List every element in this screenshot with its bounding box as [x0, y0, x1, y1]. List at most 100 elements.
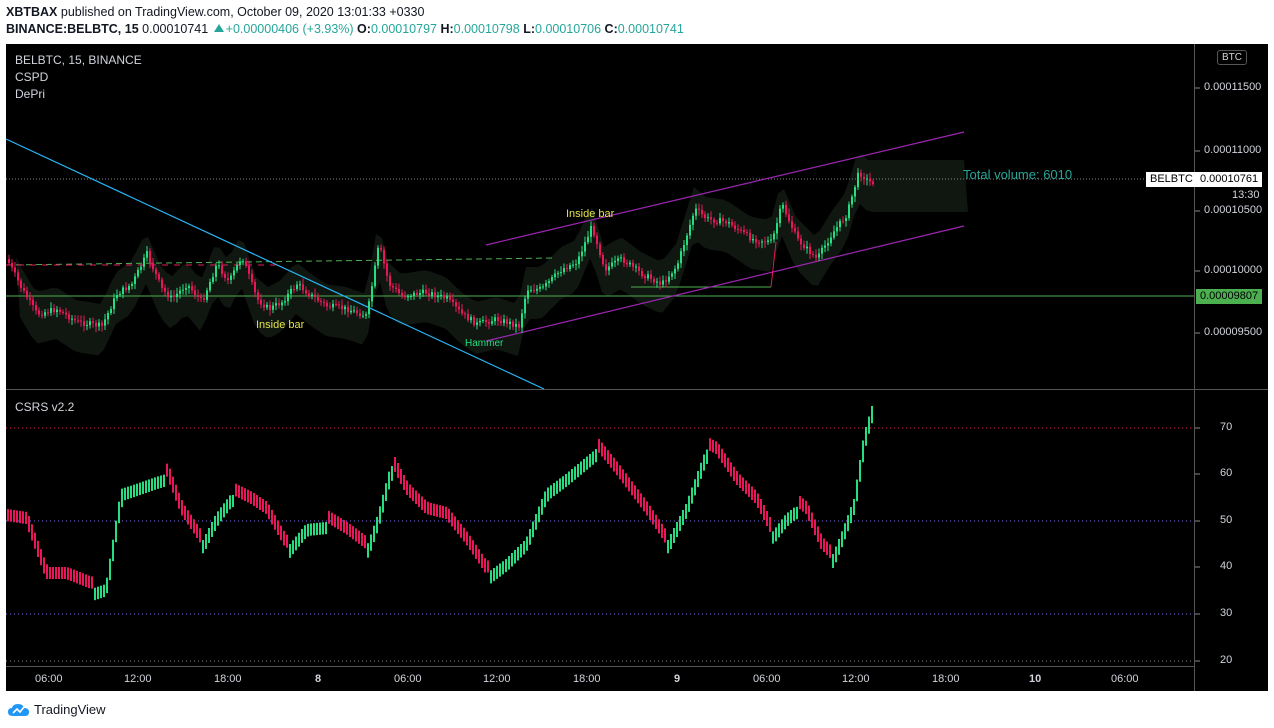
candle-body — [452, 299, 454, 303]
candle-body — [314, 294, 316, 298]
candle-body — [854, 187, 856, 197]
candle-body — [155, 269, 157, 275]
candle-body — [257, 292, 259, 300]
candle-body — [221, 265, 223, 274]
candle-body — [446, 296, 448, 299]
candle-body — [422, 289, 424, 294]
high-value: 0.00010798 — [453, 22, 520, 36]
candle-body — [194, 290, 196, 296]
candle-body — [644, 276, 646, 279]
inside-bar-label: Inside bar — [566, 208, 615, 220]
channel-lower-line[interactable] — [485, 225, 965, 342]
candle-body — [599, 244, 601, 255]
candle-body — [845, 218, 847, 221]
candle-body — [380, 247, 382, 250]
candle-body — [545, 283, 547, 287]
candle-body — [71, 318, 73, 320]
candle-body — [863, 176, 865, 180]
candle-body — [650, 274, 652, 279]
candle-body — [506, 319, 508, 324]
candle-body — [560, 272, 562, 274]
candle-body — [692, 215, 694, 225]
candle-body — [287, 293, 289, 302]
candle-body — [389, 275, 391, 286]
candle-body — [773, 233, 775, 240]
candle-body — [659, 281, 661, 285]
chart-canvas[interactable] — [6, 44, 1268, 691]
last-price: 0.00010741 — [142, 22, 209, 36]
candle-body — [464, 313, 466, 315]
candle-body — [818, 253, 820, 258]
candle-body — [188, 286, 190, 288]
price-tick: 0.00011500 — [1204, 81, 1262, 93]
candle-body — [485, 320, 487, 323]
candle-body — [806, 246, 808, 249]
tradingview-logo[interactable]: TradingView — [8, 702, 106, 717]
downtrend-line[interactable] — [6, 138, 545, 390]
currency-button[interactable]: BTC — [1217, 50, 1247, 65]
indicator-cspd[interactable]: CSPD — [15, 70, 49, 84]
candle-body — [761, 241, 763, 243]
candle-body — [839, 220, 841, 228]
candle-body — [332, 303, 334, 308]
candle-body — [473, 317, 475, 325]
candlestick-series — [8, 168, 874, 333]
candle-body — [533, 290, 535, 292]
main-legend-title[interactable]: BELBTC, 15, BINANCE — [15, 53, 142, 67]
candle-body — [503, 319, 505, 324]
candle-body — [584, 242, 586, 252]
candle-body — [116, 294, 118, 299]
candle-body — [107, 313, 109, 320]
candle-body — [419, 293, 421, 295]
indicator-depri[interactable]: DePri — [15, 87, 46, 101]
published-text: published on TradingView.com, October 09… — [60, 5, 425, 19]
candle-body — [833, 231, 835, 238]
channel-upper-line[interactable] — [485, 131, 965, 246]
candle-body — [788, 214, 790, 222]
publisher-name[interactable]: XBTBAX — [6, 5, 58, 19]
candle-body — [518, 323, 520, 328]
candle-body — [656, 281, 658, 283]
candle-body — [701, 209, 703, 215]
candle-body — [311, 294, 313, 296]
candle-body — [290, 288, 292, 294]
price-axis[interactable] — [1195, 87, 1200, 334]
candle-body — [143, 257, 145, 267]
candle-body — [26, 290, 28, 298]
candle-body — [215, 265, 217, 277]
candle-body — [722, 218, 724, 222]
candle-body — [65, 312, 67, 315]
candle-body — [683, 245, 685, 252]
candle-body — [467, 313, 469, 321]
candle-body — [812, 253, 814, 255]
candle-body — [371, 286, 373, 302]
candle-body — [317, 297, 319, 301]
time-tick: 18:00 — [932, 673, 960, 685]
candle-body — [404, 295, 406, 298]
candle-body — [641, 270, 643, 277]
candle-body — [443, 294, 445, 299]
candle-body — [197, 295, 199, 297]
indicator-csrs[interactable]: CSRS v2.2 — [15, 400, 75, 414]
high-label: H: — [440, 22, 454, 36]
candle-body — [86, 325, 88, 327]
symbol-tag: BELBTC — [1146, 172, 1197, 187]
candle-body — [668, 276, 670, 282]
candle-body — [20, 280, 22, 288]
price-tick: 0.00009500 — [1204, 326, 1263, 338]
candle-body — [158, 274, 160, 280]
candle-body — [365, 314, 367, 316]
candle-body — [836, 227, 838, 232]
candle-body — [479, 320, 481, 323]
osc-axis[interactable] — [1195, 427, 1200, 662]
candle-body — [233, 270, 235, 276]
candle-body — [536, 288, 538, 291]
candle-body — [8, 259, 10, 263]
candle-body — [470, 317, 472, 321]
candle-body — [524, 298, 526, 314]
candle-body — [758, 242, 760, 244]
chart-area[interactable]: BELBTC, 15, BINANCE CSPD DePri CSRS v2.2… — [6, 44, 1268, 691]
candle-body — [815, 254, 817, 258]
candle-body — [29, 297, 31, 300]
candle-body — [665, 280, 667, 282]
